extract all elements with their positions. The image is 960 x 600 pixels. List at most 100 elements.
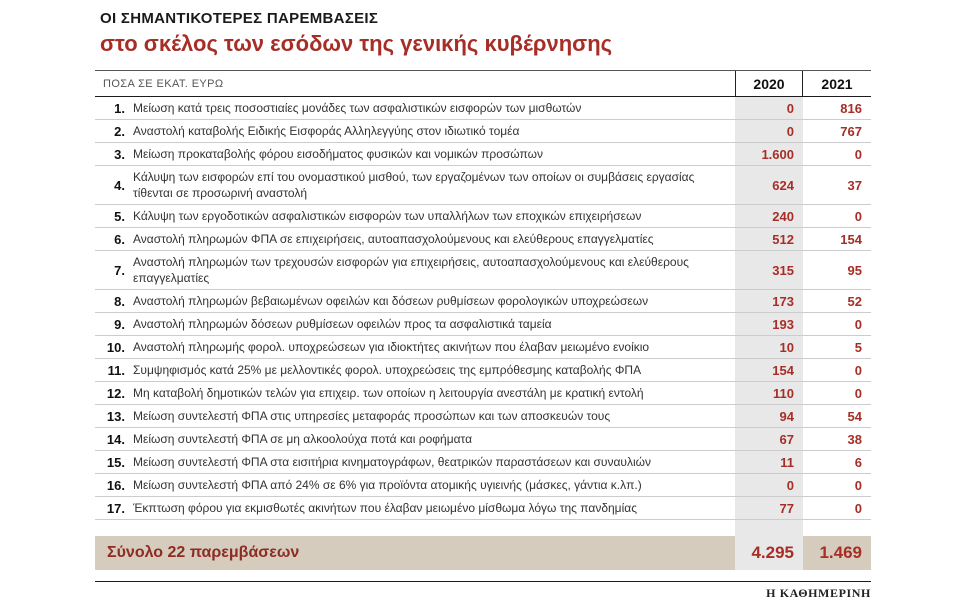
table-row: 17. Έκπτωση φόρου για εκμισθωτές ακινήτω…: [95, 497, 871, 520]
row-desc: Κάλυψη των εισφορών επί του ονομαστικού …: [133, 170, 695, 200]
row-number: 3.: [114, 146, 125, 162]
table-row: 7. Αναστολή πληρωμών των τρεχουσών εισφο…: [95, 251, 871, 290]
row-number: 9.: [114, 316, 125, 332]
unit-label: ΠΟΣΑ ΣΕ ΕΚΑΤ. ΕΥΡΩ: [103, 77, 224, 90]
row-value-2021: 0: [854, 500, 862, 516]
row-number: 6.: [114, 231, 125, 247]
row-value-2021: 0: [854, 208, 862, 224]
row-desc: Αναστολή πληρωμών δόσεων ρυθμίσεων οφειλ…: [133, 317, 552, 331]
row-value-2020: 0: [735, 120, 803, 142]
row-number: 16.: [106, 477, 125, 493]
table-row: 11. Συμψηφισμός κατά 25% με μελλοντικές …: [95, 359, 871, 382]
page-title: ΟΙ ΣΗΜΑΝΤΙΚΟΤΕΡΕΣ ΠΑΡΕΜΒΑΣΕΙΣ: [100, 10, 379, 27]
row-value-2020: 240: [735, 205, 803, 227]
table-body: 1. Μείωση κατά τρεις ποσοστιαίες μονάδες…: [95, 97, 871, 520]
stripe-spacer: [95, 520, 871, 536]
row-value-2020: 315: [735, 251, 803, 289]
bottom-rule: [95, 581, 871, 582]
row-desc: Αναστολή καταβολής Ειδικής Εισφοράς Αλλη…: [133, 124, 520, 138]
row-value-2021: 816: [840, 100, 862, 116]
row-value-2021: 38: [847, 431, 862, 447]
row-number: 7.: [114, 262, 125, 278]
spacer-2021: [803, 520, 871, 536]
total-label: Σύνολο 22 παρεμβάσεων: [107, 544, 300, 561]
row-value-2020: 11: [735, 451, 803, 473]
table-header: ΠΟΣΑ ΣΕ ΕΚΑΤ. ΕΥΡΩ 2020 2021: [95, 70, 871, 97]
source-label: Η ΚΑΘΗΜΕΡΙΝΗ: [766, 586, 871, 600]
row-number: 4.: [114, 177, 125, 193]
row-value-2020: 0: [735, 474, 803, 496]
row-value-2020: 173: [735, 290, 803, 312]
row-value-2021: 37: [847, 177, 862, 193]
content-area: ΟΙ ΣΗΜΑΝΤΙΚΟΤΕΡΕΣ ΠΑΡΕΜΒΑΣΕΙΣ στο σκέλος…: [95, 10, 871, 600]
row-value-2021: 154: [840, 231, 862, 247]
row-desc: Αναστολή πληρωμών των τρεχουσών εισφορών…: [133, 255, 689, 285]
table-row: 12. Μη καταβολή δημοτικών τελών για επιχ…: [95, 382, 871, 405]
row-desc: Μείωση συντελεστή ΦΠΑ σε μη αλκοολούχα π…: [133, 432, 473, 446]
row-desc: Μη καταβολή δημοτικών τελών για επιχειρ.…: [133, 386, 644, 400]
row-value-2020: 77: [735, 497, 803, 519]
row-value-2021: 0: [854, 146, 862, 162]
column-header-2020: 2020: [735, 71, 803, 96]
row-desc: Συμψηφισμός κατά 25% με μελλοντικές φορο…: [133, 363, 642, 377]
table-row: 14. Μείωση συντελεστή ΦΠΑ σε μη αλκοολού…: [95, 428, 871, 451]
row-number: 8.: [114, 293, 125, 309]
table-row: 13. Μείωση συντελεστή ΦΠΑ στις υπηρεσίες…: [95, 405, 871, 428]
row-value-2021: 0: [854, 316, 862, 332]
row-value-2021: 767: [840, 123, 862, 139]
row-value-2021: 0: [854, 362, 862, 378]
row-desc: Μείωση κατά τρεις ποσοστιαίες μονάδες τω…: [133, 101, 582, 115]
spacer-fill: [95, 520, 735, 536]
table-row: 6. Αναστολή πληρωμών ΦΠΑ σε επιχειρήσεις…: [95, 228, 871, 251]
row-number: 15.: [106, 454, 125, 470]
page-subtitle: στο σκέλος των εσόδων της γενικής κυβέρν…: [100, 31, 613, 56]
table-row: 10. Αναστολή πληρωμής φορολ. υποχρεώσεων…: [95, 336, 871, 359]
row-value-2020: 67: [735, 428, 803, 450]
row-number: 2.: [114, 123, 125, 139]
row-value-2020: 624: [735, 166, 803, 204]
row-value-2020: 193: [735, 313, 803, 335]
row-value-2021: 6: [854, 454, 862, 470]
table-row: 9. Αναστολή πληρωμών δόσεων ρυθμίσεων οφ…: [95, 313, 871, 336]
total-value-2020: 4.295: [735, 536, 803, 570]
table-row: 4. Κάλυψη των εισφορών επί του ονομαστικ…: [95, 166, 871, 205]
row-number: 10.: [106, 339, 125, 355]
row-number: 12.: [106, 385, 125, 401]
total-value-2021: 1.469: [819, 543, 862, 562]
row-desc: Μείωση συντελεστή ΦΠΑ στις υπηρεσίες μετ…: [133, 409, 611, 423]
row-value-2021: 5: [854, 339, 862, 355]
total-row: Σύνολο 22 παρεμβάσεων 4.295 1.469: [95, 536, 871, 570]
row-value-2020: 154: [735, 359, 803, 381]
row-number: 11.: [107, 362, 125, 378]
row-desc: Αναστολή πληρωμής φορολ. υποχρεώσεων για…: [133, 340, 650, 354]
row-value-2020: 512: [735, 228, 803, 250]
row-desc: Μείωση συντελεστή ΦΠΑ από 24% σε 6% για …: [133, 478, 642, 492]
row-desc: Αναστολή πληρωμών βεβαιωμένων οφειλών κα…: [133, 294, 649, 308]
row-number: 1.: [114, 100, 125, 116]
column-header-2021: 2021: [821, 75, 853, 92]
row-desc: Αναστολή πληρωμών ΦΠΑ σε επιχειρήσεις, α…: [133, 232, 654, 246]
row-number: 13.: [106, 408, 125, 424]
row-number: 5.: [114, 208, 125, 224]
row-value-2020: 94: [735, 405, 803, 427]
table-row: 5. Κάλυψη των εργοδοτικών ασφαλιστικών ε…: [95, 205, 871, 228]
row-value-2021: 95: [847, 262, 862, 278]
row-desc: Μείωση συντελεστή ΦΠΑ στα εισιτήρια κινη…: [133, 455, 652, 469]
table-row: 2. Αναστολή καταβολής Ειδικής Εισφοράς Α…: [95, 120, 871, 143]
table-row: 3. Μείωση προκαταβολής φόρου εισοδήματος…: [95, 143, 871, 166]
table-row: 8. Αναστολή πληρωμών βεβαιωμένων οφειλών…: [95, 290, 871, 313]
row-desc: Μείωση προκαταβολής φόρου εισοδήματος φυ…: [133, 147, 543, 161]
row-desc: Κάλυψη των εργοδοτικών ασφαλιστικών εισφ…: [133, 209, 642, 223]
table-row: 15. Μείωση συντελεστή ΦΠΑ στα εισιτήρια …: [95, 451, 871, 474]
row-value-2021: 52: [847, 293, 862, 309]
spacer-2020-stripe: [735, 520, 803, 536]
row-value-2021: 0: [854, 385, 862, 401]
row-value-2020: 10: [735, 336, 803, 358]
row-value-2020: 1.600: [735, 143, 803, 165]
table-row: 1. Μείωση κατά τρεις ποσοστιαίες μονάδες…: [95, 97, 871, 120]
row-number: 14.: [106, 431, 125, 447]
row-value-2020: 110: [735, 382, 803, 404]
table-row: 16. Μείωση συντελεστή ΦΠΑ από 24% σε 6% …: [95, 474, 871, 497]
row-value-2020: 0: [735, 97, 803, 119]
